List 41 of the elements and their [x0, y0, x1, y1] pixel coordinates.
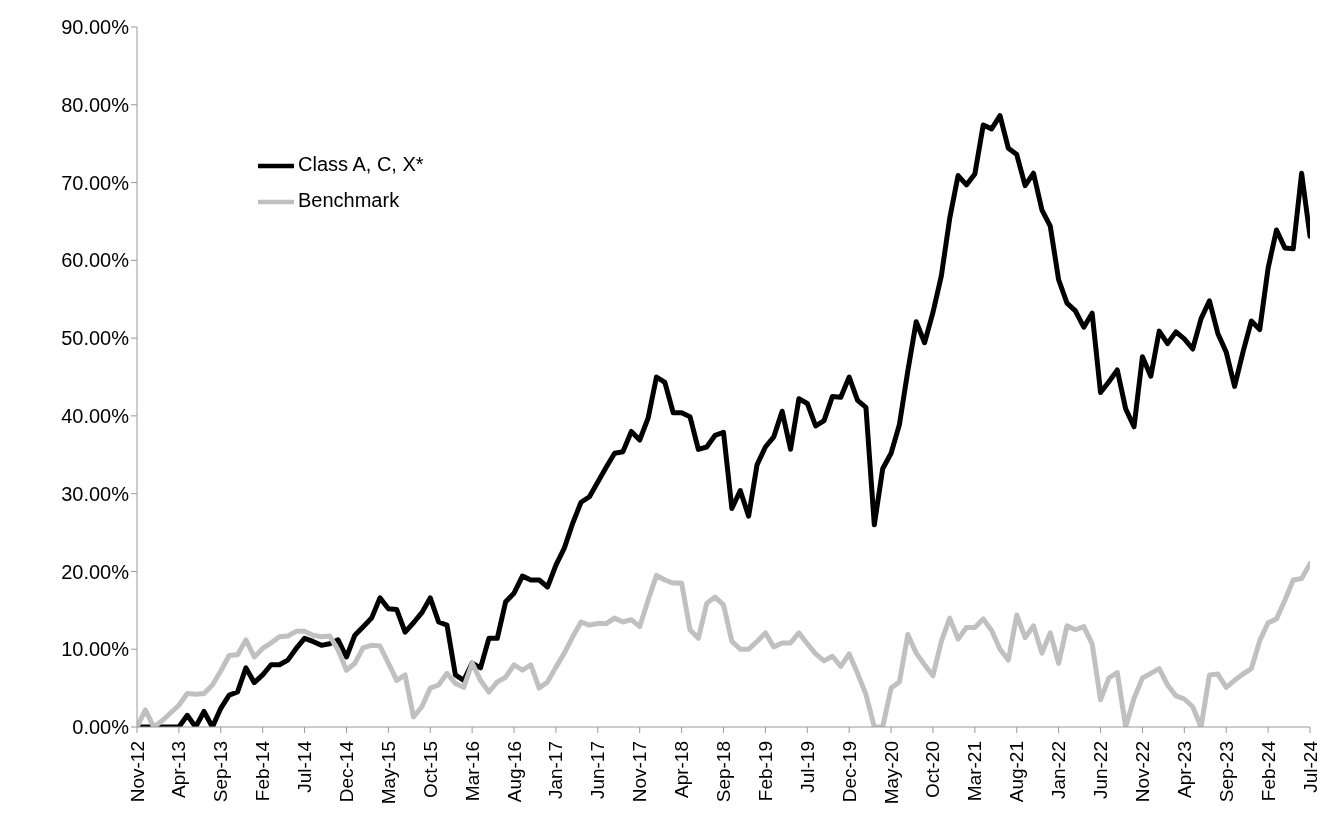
- x-tick-label: Jul-24: [1299, 740, 1321, 793]
- y-tick-label: 60.00%: [61, 249, 130, 272]
- x-tick-label: Feb-24: [1257, 740, 1279, 802]
- y-tick-label: 80.00%: [61, 93, 130, 116]
- y-tick-label: 10.00%: [61, 638, 130, 661]
- x-tick-label: Nov-17: [629, 741, 651, 803]
- x-tick-label: Jul-14: [294, 740, 316, 793]
- x-tick-label: Dec-19: [838, 741, 860, 803]
- x-tick-label: Aug-16: [503, 741, 525, 803]
- x-tick-label: May-20: [880, 741, 902, 805]
- x-tick-label: Jul-19: [796, 741, 818, 793]
- x-tick-label: Nov-22: [1131, 741, 1153, 803]
- x-tick-label: Jan-17: [545, 741, 567, 800]
- y-tick-label: 50.00%: [61, 327, 130, 350]
- x-tick-label: Apr-23: [1173, 741, 1195, 799]
- x-tick-label: Mar-21: [964, 741, 986, 802]
- y-tick-label: 0.00%: [72, 716, 130, 739]
- legend-label: Class A, C, X*: [298, 153, 424, 176]
- x-tick-label: Mar-16: [461, 741, 483, 802]
- y-tick-label: 90.00%: [61, 16, 130, 39]
- x-tick-label: Sep-23: [1215, 741, 1237, 803]
- x-tick-label: Sep-13: [210, 741, 232, 803]
- x-tick-label: Sep-18: [713, 741, 734, 803]
- y-tick-label: 30.00%: [61, 482, 130, 505]
- x-tick-label: Nov-12: [126, 741, 148, 803]
- x-tick-label: Jun-22: [1090, 741, 1112, 800]
- x-tick-label: Apr-13: [168, 741, 190, 799]
- x-tick-label: Feb-14: [252, 740, 274, 802]
- x-tick-label: Oct-15: [419, 741, 441, 799]
- y-tick-label: 70.00%: [61, 171, 130, 194]
- x-tick-label: Apr-18: [671, 741, 693, 799]
- y-tick-label: 20.00%: [61, 560, 130, 583]
- x-tick-label: Jan-22: [1048, 741, 1070, 800]
- x-tick-label: Dec-14: [335, 740, 357, 803]
- y-tick-label: 40.00%: [61, 404, 130, 427]
- legend-label: Benchmark: [298, 189, 400, 212]
- x-tick-label: Jun-17: [587, 741, 609, 800]
- x-tick-label: Oct-20: [922, 741, 944, 799]
- x-tick-label: Aug-21: [1006, 741, 1028, 803]
- x-tick-label: Feb-19: [754, 741, 776, 802]
- x-tick-label: May-15: [377, 741, 399, 805]
